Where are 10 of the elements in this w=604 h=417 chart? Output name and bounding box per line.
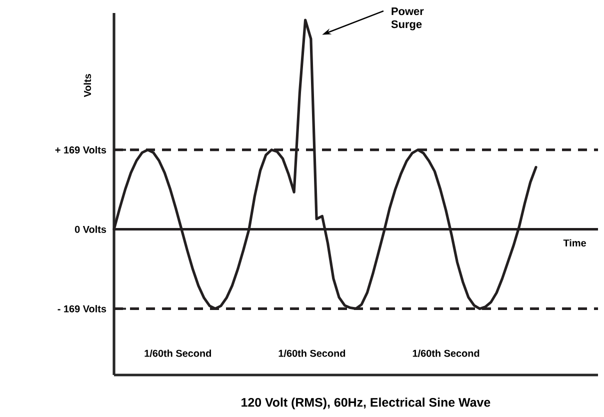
x-axis-title: Time <box>563 239 586 247</box>
y-tick-label: - 169 Volts <box>58 305 106 312</box>
annotation: Power Surge <box>391 7 424 30</box>
annotation: 1/60th Second <box>144 350 212 357</box>
y-tick-label: + 169 Volts <box>55 146 106 154</box>
y-tick-label: 0 Volts <box>74 226 106 233</box>
annotation: 1/60th Second <box>412 350 480 357</box>
text: 120 Volt (RMS), 60Hz, Electrical Sine Wave <box>242 398 490 410</box>
y-axis-title: Volts <box>84 74 92 98</box>
annotation: 1/60th Second <box>278 350 346 357</box>
